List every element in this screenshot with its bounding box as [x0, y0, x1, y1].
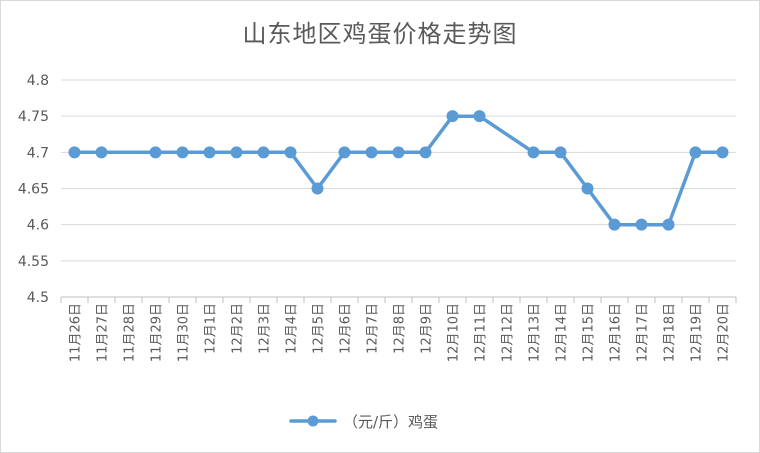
x-tick-label: 12月14日 [555, 303, 570, 362]
data-point [230, 146, 243, 159]
y-tick-label: 4.8 [27, 73, 49, 89]
x-tick-label: 12月2日 [231, 303, 246, 354]
data-point [95, 146, 108, 159]
x-axis [60, 296, 737, 303]
x-tick-label: 12月15日 [582, 303, 597, 362]
data-point [554, 146, 567, 159]
data-point [662, 218, 675, 231]
x-tick-label: 11月26日 [69, 303, 84, 362]
legend-marker [307, 415, 319, 427]
data-point [365, 146, 378, 159]
data-point [149, 146, 162, 159]
x-tick-label: 12月6日 [339, 303, 354, 354]
data-point [392, 146, 405, 159]
data-point [608, 218, 621, 231]
x-tick-label: 12月16日 [609, 303, 624, 362]
x-tick-label: 12月9日 [420, 303, 435, 354]
data-point [311, 182, 324, 195]
y-gridlines [61, 79, 736, 298]
data-point [581, 182, 594, 195]
x-tick-label: 12月10日 [447, 303, 462, 362]
x-tick-label: 12月1日 [204, 303, 219, 354]
data-point [338, 146, 351, 159]
data-point [635, 218, 648, 231]
data-point [203, 146, 216, 159]
y-tick-label: 4.75 [18, 109, 49, 125]
x-tick-label: 12月5日 [312, 303, 327, 354]
series-points [68, 110, 729, 231]
x-tick-label: 11月28日 [123, 303, 138, 362]
x-tick-label: 12月8日 [393, 303, 408, 354]
data-point [473, 110, 486, 123]
data-point [527, 146, 540, 159]
data-point [176, 146, 189, 159]
x-tick-label: 12月3日 [258, 303, 273, 354]
data-point [419, 146, 432, 159]
y-tick-label: 4.55 [18, 254, 49, 270]
y-tick-label: 4.7 [27, 145, 49, 161]
x-tick-label: 11月29日 [150, 303, 165, 362]
x-tick-label: 12月13日 [528, 303, 543, 362]
y-tick-label: 4.6 [27, 218, 49, 234]
data-point [68, 146, 81, 159]
x-tick-label: 12月12日 [501, 303, 516, 362]
x-tick-label: 11月27日 [96, 303, 111, 362]
x-axis-labels: 11月26日 11月27日 11月28日 11月29日 11月30日 12月1日 12月2日… [69, 303, 732, 362]
x-tick-label: 11月30日 [177, 303, 192, 362]
x-tick-label: 12月4日 [285, 303, 300, 354]
x-tick-label: 12月19日 [690, 303, 705, 362]
x-tick-label: 12月7日 [366, 303, 381, 354]
x-tick-label: 12月17日 [636, 303, 651, 362]
y-tick-label: 4.65 [18, 182, 49, 198]
x-tick-label: 12月18日 [663, 303, 678, 362]
series-line [72, 114, 725, 227]
y-axis-ticks: 4.5 4.55 4.6 4.65 4.7 4.75 4.8 [18, 73, 49, 306]
y-tick-label: 4.5 [27, 290, 49, 306]
x-tick-label: 12月20日 [717, 303, 732, 362]
legend-label: （元/斤）鸡蛋 [343, 413, 438, 431]
chart-title: 山东地区鸡蛋价格走势图 [242, 20, 518, 48]
data-point [257, 146, 270, 159]
data-point [689, 146, 702, 159]
data-point [446, 110, 459, 123]
legend: （元/斤）鸡蛋 [289, 413, 438, 431]
data-point [284, 146, 297, 159]
x-tick-label: 12月11日 [474, 303, 489, 362]
data-point [716, 146, 729, 159]
